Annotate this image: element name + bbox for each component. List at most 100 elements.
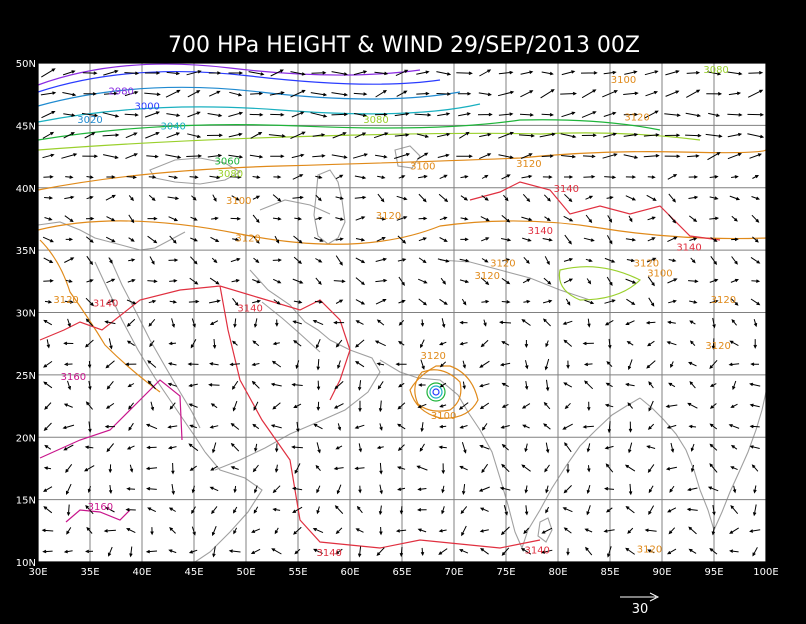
wind-arrow	[566, 464, 570, 474]
wind-arrow	[666, 548, 677, 555]
wind-arrow	[524, 443, 528, 453]
wind-arrow	[375, 257, 387, 262]
wind-arrow	[316, 339, 321, 349]
wind-arrow	[436, 132, 451, 138]
wind-arrow	[85, 504, 94, 515]
wind-arrow	[460, 237, 469, 242]
wind-arrow	[358, 443, 363, 453]
wind-arrow	[668, 193, 676, 203]
wind-arrow	[272, 402, 281, 410]
wind-arrow	[189, 424, 198, 429]
contour-label: 3160	[61, 372, 86, 383]
wind-arrow	[707, 71, 722, 76]
wind-arrow	[625, 547, 635, 555]
wind-arrow	[43, 175, 54, 179]
wind-arrow	[646, 194, 657, 201]
wind-arrow	[420, 339, 425, 349]
wind-arrow	[274, 464, 279, 473]
wind-arrow	[586, 443, 591, 453]
wind-arrow	[438, 445, 447, 450]
y-tick-label: 35N	[16, 246, 36, 257]
wind-arrow	[747, 89, 764, 98]
wind-arrow	[607, 215, 613, 223]
wind-arrow	[564, 234, 572, 245]
wind-arrow	[586, 484, 591, 495]
wind-arrow	[106, 216, 116, 222]
contour-label: 3140	[524, 546, 549, 557]
wind-arrow	[420, 319, 425, 327]
wind-arrow	[440, 277, 446, 285]
wind-arrow	[187, 90, 201, 98]
wind-arrow	[461, 298, 467, 306]
wind-arrow	[210, 403, 218, 409]
wind-arrow	[128, 258, 136, 262]
wind-arrow	[63, 403, 73, 408]
wind-arrow	[752, 236, 759, 243]
wind-arrow	[498, 131, 514, 139]
wind-arrow	[397, 423, 406, 430]
wind-arrow	[105, 194, 116, 201]
wind-arrow	[477, 112, 493, 117]
wind-arrow	[355, 277, 365, 286]
wind-arrow	[625, 505, 635, 514]
wind-arrow	[561, 154, 577, 159]
wind-arrow	[165, 154, 182, 159]
wind-arrow	[688, 526, 697, 535]
wind-arrow	[169, 235, 177, 244]
wind-arrow	[43, 279, 54, 283]
wind-arrow	[84, 465, 95, 472]
wind-arrow	[584, 299, 595, 305]
wind-arrow	[750, 256, 761, 264]
wind-arrow	[43, 257, 54, 264]
wind-arrow	[732, 485, 737, 494]
wind-arrow	[62, 92, 77, 97]
wind-arrow	[626, 340, 634, 346]
wind-arrow	[335, 299, 344, 304]
wind-arrow	[585, 195, 594, 200]
wind-arrow	[580, 71, 598, 75]
wind-arrow	[709, 359, 718, 369]
wind-arrow	[211, 526, 217, 537]
wind-arrow	[103, 69, 119, 76]
wind-arrow	[108, 464, 113, 474]
contour-label: 3120	[53, 295, 78, 306]
wind-arrow	[86, 526, 93, 534]
wind-arrow	[232, 400, 238, 412]
wind-arrow	[607, 546, 612, 558]
wind-arrow	[65, 464, 73, 474]
wind-arrow	[441, 485, 445, 494]
wind-arrow	[417, 528, 427, 533]
wind-arrow	[335, 196, 344, 200]
wind-arrow	[252, 423, 260, 430]
wind-arrow	[689, 381, 696, 389]
wind-arrow	[394, 152, 411, 159]
wind-arrow	[523, 256, 530, 264]
wind-arrow	[583, 237, 595, 242]
wind-arrow	[333, 466, 344, 471]
wind-arrow	[478, 486, 490, 492]
x-tick-label: 30E	[28, 567, 47, 578]
vector-legend: 30	[620, 592, 660, 617]
wind-arrow	[212, 194, 217, 202]
wind-arrow	[63, 341, 74, 346]
wind-arrow	[709, 196, 719, 200]
wind-arrow	[355, 238, 366, 242]
wind-arrow	[711, 338, 716, 350]
wind-arrow	[563, 527, 572, 534]
wind-arrow	[583, 362, 593, 367]
wind-arrow	[147, 380, 156, 390]
wind-arrow	[65, 237, 74, 242]
wind-arrow	[272, 216, 282, 221]
wind-arrow	[272, 278, 282, 284]
wind-arrow	[522, 424, 530, 429]
wind-arrow	[729, 549, 739, 553]
wind-arrow	[169, 279, 178, 283]
wind-arrow	[688, 361, 697, 367]
wind-arrow	[64, 195, 75, 200]
wind-arrow	[86, 195, 94, 200]
wind-arrow	[107, 546, 113, 557]
wind-arrow	[229, 91, 243, 97]
wind-arrow	[709, 443, 718, 451]
wind-arrow	[462, 360, 466, 369]
wind-arrow	[63, 549, 73, 554]
